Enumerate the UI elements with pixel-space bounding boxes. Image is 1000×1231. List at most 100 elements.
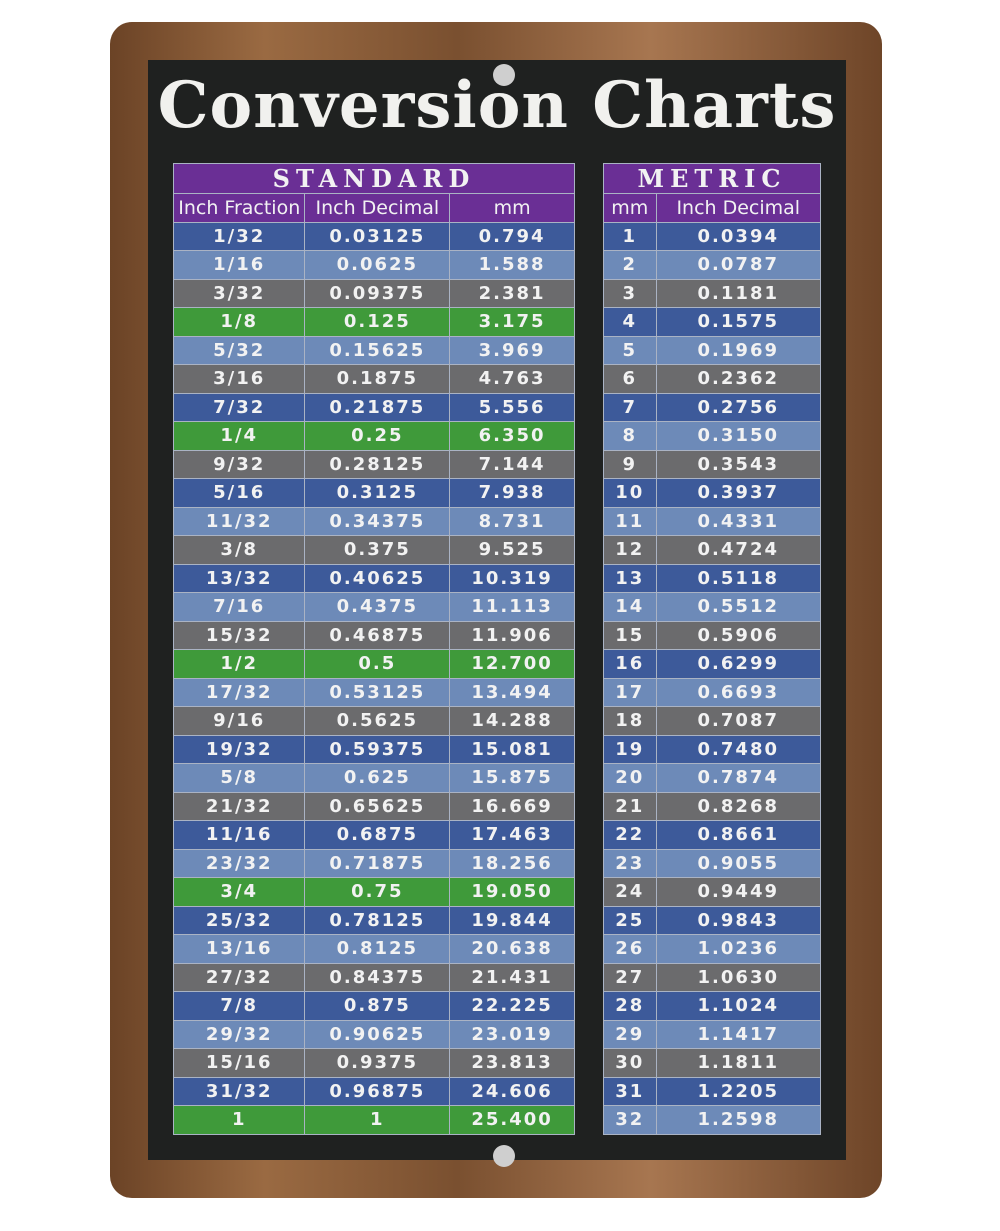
table-row: 15/16 0.9375 23.813 [172, 1048, 575, 1078]
table-cell: 3/16 [172, 364, 306, 394]
table-cell: 9/32 [172, 449, 306, 479]
table-row: 3/8 0.375 9.525 [172, 535, 575, 565]
table-cell: 21.431 [449, 962, 575, 992]
table-cell: 1.1811 [655, 1048, 822, 1078]
table-cell: 15.875 [449, 763, 575, 793]
table-cell: 11.906 [449, 620, 575, 650]
table-cell: 2.381 [449, 278, 575, 308]
table-cell: 12 [603, 535, 657, 565]
table-cell: 28 [603, 991, 657, 1021]
table-cell: 27/32 [172, 962, 306, 992]
table-row: 7/32 0.21875 5.556 [172, 392, 575, 422]
table-cell: 0.25 [304, 421, 451, 451]
table-cell: 0.96875 [304, 1076, 451, 1106]
table-cell: 0.40625 [304, 563, 451, 593]
table-cell: 0.1875 [304, 364, 451, 394]
table-cell: 0.65625 [304, 791, 451, 821]
metric-table: METRIC mm Inch Decimal 1 0.0394 2 0.0787 3 0.118… [603, 163, 822, 1135]
table-row: 19 0.7480 [603, 734, 822, 764]
table-cell: 3/32 [172, 278, 306, 308]
table-cell: 1/4 [172, 421, 306, 451]
table-row: 28 1.1024 [603, 991, 822, 1021]
table-cell: 1/16 [172, 250, 306, 280]
table-cell: 23.813 [449, 1048, 575, 1078]
table-cell: 0.03125 [304, 221, 451, 251]
table-cell: 24 [603, 877, 657, 907]
table-row: 5 0.1969 [603, 335, 822, 365]
table-cell: 13/32 [172, 563, 306, 593]
table-row: 9/32 0.28125 7.144 [172, 449, 575, 479]
table-cell: 25.400 [449, 1105, 575, 1135]
table-row: 17/32 0.53125 13.494 [172, 677, 575, 707]
heading-row: STANDARD [173, 163, 575, 194]
mount-hole [493, 64, 515, 86]
table-cell: 7.144 [449, 449, 575, 479]
table-row: 15/32 0.46875 11.906 [172, 620, 575, 650]
table-cell: 7/32 [172, 392, 306, 422]
table-cell: 23/32 [172, 848, 306, 878]
table-row: 14 0.5512 [603, 592, 822, 622]
table-cell: 14.288 [449, 706, 575, 736]
column-header: Inch Decimal [304, 193, 451, 223]
table-cell: 0.7480 [655, 734, 822, 764]
table-cell: 7.938 [449, 478, 575, 508]
table-cell: 23 [603, 848, 657, 878]
table-row: 20 0.7874 [603, 763, 822, 793]
table-cell: 5/32 [172, 335, 306, 365]
table-cell: 11 [603, 506, 657, 536]
table-cell: 0.53125 [304, 677, 451, 707]
table-row: 16 0.6299 [603, 649, 822, 679]
table-cell: 0.3150 [655, 421, 822, 451]
table-row: 24 0.9449 [603, 877, 822, 907]
table-cell: 6 [603, 364, 657, 394]
table-row: 27 1.0630 [603, 962, 822, 992]
table-cell: 3.969 [449, 335, 575, 365]
table-cell: 0.6693 [655, 677, 822, 707]
table-row: 11/16 0.6875 17.463 [172, 820, 575, 850]
table-cell: 32 [603, 1105, 657, 1135]
table-row: 1/2 0.5 12.700 [172, 649, 575, 679]
table-cell: 11/16 [172, 820, 306, 850]
table-row: 27/32 0.84375 21.431 [172, 962, 575, 992]
table-cell: 0.09375 [304, 278, 451, 308]
table-cell: 18 [603, 706, 657, 736]
table-row: 1/8 0.125 3.175 [172, 307, 575, 337]
table-cell: 20.638 [449, 934, 575, 964]
table-row: 1/16 0.0625 1.588 [172, 250, 575, 280]
table-cell: 19.050 [449, 877, 575, 907]
table-row: 3/32 0.09375 2.381 [172, 278, 575, 308]
table-row: 3/16 0.1875 4.763 [172, 364, 575, 394]
table-cell: 3/8 [172, 535, 306, 565]
column-header: Inch Decimal [655, 193, 822, 223]
table-row: 11 0.4331 [603, 506, 822, 536]
table-cell: 0.875 [304, 991, 451, 1021]
table-cell: 5 [603, 335, 657, 365]
table-row: 23 0.9055 [603, 848, 822, 878]
table-cell: 0.0625 [304, 250, 451, 280]
table-cell: 0.6875 [304, 820, 451, 850]
table-cell: 0.2756 [655, 392, 822, 422]
table-cell: 8.731 [449, 506, 575, 536]
table-cell: 0.5512 [655, 592, 822, 622]
column-header: Inch Fraction [172, 193, 306, 223]
table-cell: 1.2205 [655, 1076, 822, 1106]
table-cell: 0.794 [449, 221, 575, 251]
table-cell: 0.4331 [655, 506, 822, 536]
table-cell: 13.494 [449, 677, 575, 707]
table-cell: 0.8125 [304, 934, 451, 964]
heading-row: METRIC [603, 163, 821, 194]
table-cell: 9 [603, 449, 657, 479]
table-cell: 0.1575 [655, 307, 822, 337]
table-row: 6 0.2362 [603, 364, 822, 394]
table-cell: 0.28125 [304, 449, 451, 479]
table-cell: 3.175 [449, 307, 575, 337]
table-cell: 26 [603, 934, 657, 964]
table-cell: 5/16 [172, 478, 306, 508]
table-cell: 0.21875 [304, 392, 451, 422]
table-row: 29 1.1417 [603, 1019, 822, 1049]
table-cell: 13 [603, 563, 657, 593]
table-cell: 1/8 [172, 307, 306, 337]
table-cell: 0.46875 [304, 620, 451, 650]
table-cell: 15 [603, 620, 657, 650]
table-cell: 0.9055 [655, 848, 822, 878]
